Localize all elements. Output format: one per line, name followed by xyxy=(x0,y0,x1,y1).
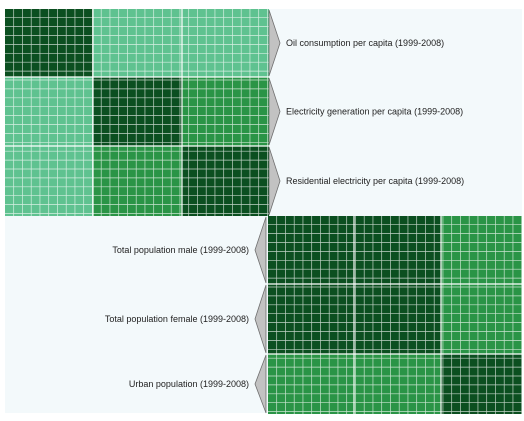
heatmap-top: Oil consumption per capita (1999-2008) El… xyxy=(5,9,464,216)
row-label-arrow xyxy=(268,146,281,216)
heatmap-cell-r2-c2 xyxy=(182,146,269,216)
row-label: Electricity generation per capita (1999-… xyxy=(286,107,463,117)
row-label-arrow xyxy=(268,9,281,77)
row-label-arrow xyxy=(268,77,281,146)
heatmap-cell-r2-c0 xyxy=(268,354,354,414)
heatmap-cell-r0-c0 xyxy=(268,216,354,284)
heatmap-block-separators xyxy=(268,216,522,414)
heatmap-cell-r2-c1 xyxy=(354,354,441,414)
row-label-arrow xyxy=(254,354,267,414)
heatmap-cell-r1-c2 xyxy=(441,284,522,354)
heatmap-cell-r1-c0 xyxy=(268,284,354,354)
heatmap-cell-r1-c1 xyxy=(354,284,441,354)
heatmap-gridlines xyxy=(5,9,269,216)
heatmap-cell-r0-c2 xyxy=(182,9,269,77)
heatmap-bottom: Total population male (1999-2008) Total p… xyxy=(105,216,523,414)
row-label-arrow xyxy=(254,216,267,284)
row-label: Residential electricity per capita (1999… xyxy=(286,176,464,186)
heatmap-cell-r0-c1 xyxy=(93,9,182,77)
heatmap-block-separators xyxy=(5,9,269,216)
heatmap-cell-r0-c1 xyxy=(354,216,441,284)
row-label: Urban population (1999-2008) xyxy=(129,379,249,389)
heatmap-cell-r2-c1 xyxy=(93,146,182,216)
heatmap-gridlines xyxy=(268,216,523,414)
heatmap-cell-r0-c2 xyxy=(441,216,522,284)
row-label: Total population female (1999-2008) xyxy=(105,314,249,324)
row-label: Total population male (1999-2008) xyxy=(112,245,249,255)
row-label: Oil consumption per capita (1999-2008) xyxy=(286,38,444,48)
heatmap-cell-r2-c2 xyxy=(441,354,522,414)
heatmap-cell-r1-c1 xyxy=(93,77,182,146)
row-label-arrow xyxy=(254,284,267,354)
heatmap-cell-r1-c2 xyxy=(182,77,269,146)
